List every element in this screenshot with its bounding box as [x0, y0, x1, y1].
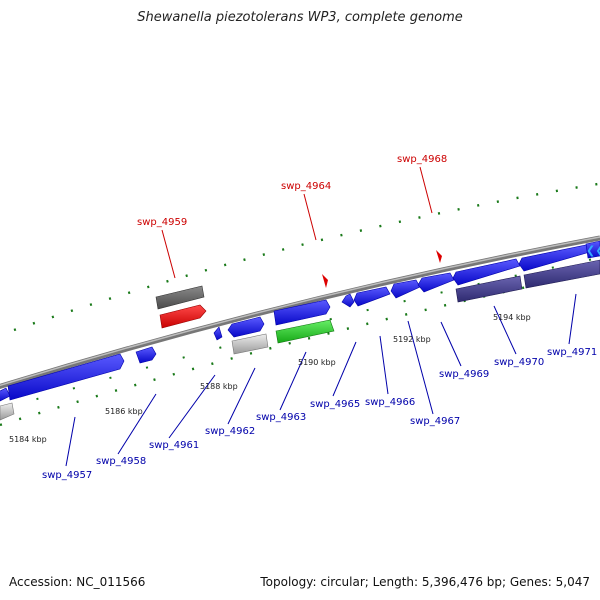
- leader-line: [117, 393, 157, 455]
- scale-label: 5192 kbp: [393, 335, 431, 344]
- gene-label: swp_4968: [397, 154, 447, 165]
- gene-block-purple: [523, 259, 600, 289]
- gene-block-purple: [455, 275, 523, 303]
- genome-summary: Topology: circular; Length: 5,396,476 bp…: [260, 575, 590, 589]
- leader-line: [379, 335, 389, 395]
- gene-block: [273, 299, 331, 326]
- gene-block: [452, 258, 521, 286]
- marker-red: [322, 274, 328, 288]
- leader-line: [568, 293, 577, 345]
- gene-label: swp_4959: [137, 217, 187, 228]
- scale-label: 5188 kbp: [200, 382, 238, 391]
- gene-block: [518, 244, 591, 272]
- gene-block-red: [159, 304, 207, 329]
- leader-line: [161, 229, 176, 279]
- scale-label: 5186 kbp: [105, 407, 143, 416]
- accession-text: Accession: NC_011566: [9, 575, 146, 589]
- gene-label: swp_4967: [410, 416, 460, 427]
- gene-label: swp_4969: [439, 369, 489, 380]
- genome-backbone-highlight: [0, 236, 600, 387]
- gene-block: [135, 346, 157, 364]
- gene-label: swp_4965: [310, 399, 360, 410]
- inner-dot-track: [0, 270, 599, 427]
- top-gene-labels: swp_4959 swp_4964 swp_4968: [137, 154, 447, 228]
- gene-block: [227, 316, 265, 338]
- bottom-gene-labels: swp_4957 swp_4958 swp_4961 swp_4962 swp_…: [42, 347, 597, 481]
- leader-line: [227, 367, 256, 425]
- gene-block: [353, 286, 391, 307]
- leader-line: [332, 341, 357, 397]
- gene-block-grey: [231, 333, 269, 355]
- genome-backbone: [0, 235, 600, 390]
- forward-genes: ❮❮❮: [0, 240, 600, 402]
- scale-label: 5194 kbp: [493, 313, 531, 322]
- gene-block-green: [275, 319, 335, 344]
- gene-block-grey: [0, 402, 15, 421]
- gene-label: swp_4964: [281, 181, 331, 192]
- bottom-leaders: [65, 293, 577, 467]
- gene-label: swp_4961: [149, 440, 199, 451]
- gene-label: swp_4962: [205, 426, 255, 437]
- gene-label: swp_4963: [256, 412, 306, 423]
- gene-block: [213, 326, 223, 341]
- leader-line: [168, 374, 216, 439]
- leader-line: [419, 166, 433, 214]
- gene-label: swp_4970: [494, 357, 544, 368]
- page-title: Shewanella piezotolerans WP3, complete g…: [137, 10, 463, 25]
- gene-label: swp_4957: [42, 470, 92, 481]
- leader-line: [279, 351, 307, 411]
- track-dots: [0, 182, 599, 427]
- leader-line: [440, 321, 462, 367]
- gene-block-dark: [155, 285, 205, 310]
- scale-labels: 5184 kbp 5186 kbp 5188 kbp 5190 kbp 5192…: [9, 313, 531, 444]
- gene-block: [341, 293, 355, 308]
- outer-dot-track: [13, 182, 599, 332]
- gene-label: swp_4971: [547, 347, 597, 358]
- scale-label: 5184 kbp: [9, 435, 47, 444]
- gene-block: [7, 353, 125, 401]
- gene-label: swp_4958: [96, 456, 146, 467]
- gene-label: swp_4966: [365, 397, 415, 408]
- gene-block: [417, 272, 455, 293]
- leader-line: [493, 305, 517, 355]
- gene-block: [585, 240, 600, 259]
- leader-line: [303, 193, 317, 241]
- cluster-arrows-icon: ❮❮❮: [586, 244, 600, 257]
- top-leaders: [161, 166, 433, 279]
- leader-line: [65, 416, 76, 467]
- scale-label: 5190 kbp: [298, 358, 336, 367]
- leader-line: [407, 320, 434, 415]
- marker-red: [436, 250, 442, 263]
- gene-block: [390, 279, 421, 299]
